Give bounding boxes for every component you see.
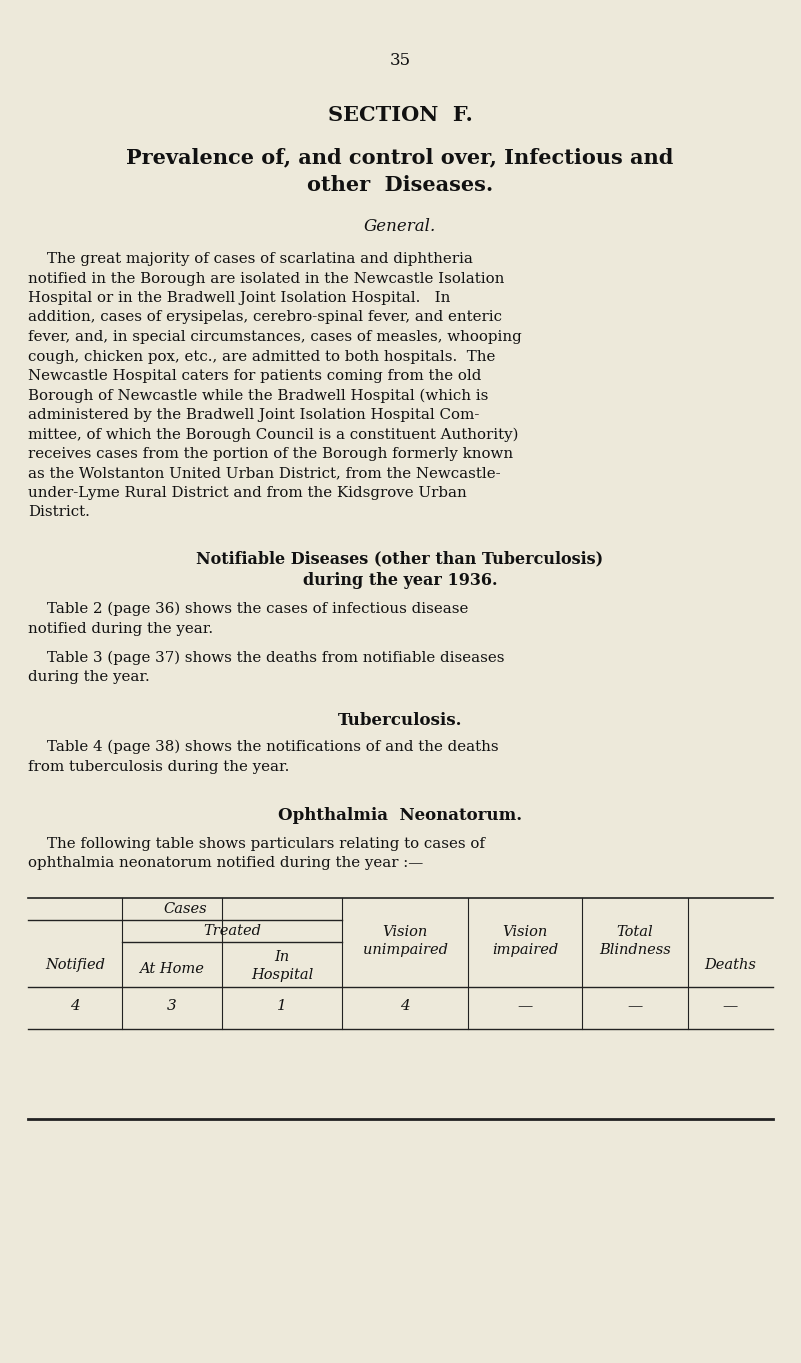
Text: —: — [627,999,642,1013]
Text: 3: 3 [167,999,177,1013]
Text: In
Hospital: In Hospital [251,950,313,983]
Text: Table 2 (page 36) shows the cases of infectious disease: Table 2 (page 36) shows the cases of inf… [28,602,469,616]
Text: —: — [517,999,533,1013]
Text: The following table shows particulars relating to cases of: The following table shows particulars re… [28,837,485,851]
Text: Tuberculosis.: Tuberculosis. [338,711,462,729]
Text: Prevalence of, and control over, Infectious and: Prevalence of, and control over, Infecti… [127,147,674,168]
Text: Table 4 (page 38) shows the notifications of and the deaths: Table 4 (page 38) shows the notification… [28,740,499,754]
Text: SECTION  F.: SECTION F. [328,105,473,125]
Text: Vision
impaired: Vision impaired [492,925,558,957]
Text: The great majority of cases of scarlatina and diphtheria: The great majority of cases of scarlatin… [28,252,473,266]
Text: addition, cases of erysipelas, cerebro-spinal fever, and enteric: addition, cases of erysipelas, cerebro-s… [28,311,502,324]
Text: from tuberculosis during the year.: from tuberculosis during the year. [28,759,289,773]
Text: Ophthalmia  Neonatorum.: Ophthalmia Neonatorum. [278,807,522,825]
Text: Newcastle Hospital caters for patients coming from the old: Newcastle Hospital caters for patients c… [28,369,481,383]
Text: as the Wolstanton United Urban District, from the Newcastle-: as the Wolstanton United Urban District,… [28,466,501,481]
Text: Table 3 (page 37) shows the deaths from notifiable diseases: Table 3 (page 37) shows the deaths from … [28,652,505,665]
Text: ophthalmia neonatorum notified during the year :—: ophthalmia neonatorum notified during th… [28,856,423,871]
Text: mittee, of which the Borough Council is a constituent Authority): mittee, of which the Borough Council is … [28,428,518,442]
Text: notified in the Borough are isolated in the Newcastle Isolation: notified in the Borough are isolated in … [28,271,505,285]
Text: Cases: Cases [163,902,207,916]
Text: Notified: Notified [45,958,105,972]
Text: District.: District. [28,506,90,519]
Text: —: — [723,999,739,1013]
Text: 35: 35 [389,52,411,70]
Text: Total
Blindness: Total Blindness [599,925,671,957]
Text: during the year 1936.: during the year 1936. [303,572,497,589]
Text: General.: General. [364,218,436,234]
Text: Notifiable Diseases (other than Tuberculosis): Notifiable Diseases (other than Tubercul… [196,551,604,567]
Text: 4: 4 [400,999,410,1013]
Text: Treated: Treated [203,924,261,938]
Text: receives cases from the portion of the Borough formerly known: receives cases from the portion of the B… [28,447,513,461]
Text: notified during the year.: notified during the year. [28,622,213,635]
Text: administered by the Bradwell Joint Isolation Hospital Com-: administered by the Bradwell Joint Isola… [28,408,479,423]
Text: fever, and, in special circumstances, cases of measles, whooping: fever, and, in special circumstances, ca… [28,330,521,343]
Text: cough, chicken pox, etc., are admitted to both hospitals.  The: cough, chicken pox, etc., are admitted t… [28,349,495,364]
Text: during the year.: during the year. [28,671,150,684]
Text: other  Diseases.: other Diseases. [307,174,493,195]
Text: Hospital or in the Bradwell Joint Isolation Hospital.   In: Hospital or in the Bradwell Joint Isolat… [28,290,450,305]
Text: At Home: At Home [139,962,204,976]
Text: 4: 4 [70,999,80,1013]
Text: Vision
unimpaired: Vision unimpaired [363,925,448,957]
Text: 1: 1 [277,999,287,1013]
Text: under-Lyme Rural District and from the Kidsgrove Urban: under-Lyme Rural District and from the K… [28,487,467,500]
Text: Borough of Newcastle while the Bradwell Hospital (which is: Borough of Newcastle while the Bradwell … [28,388,489,403]
Text: Deaths: Deaths [705,958,756,972]
